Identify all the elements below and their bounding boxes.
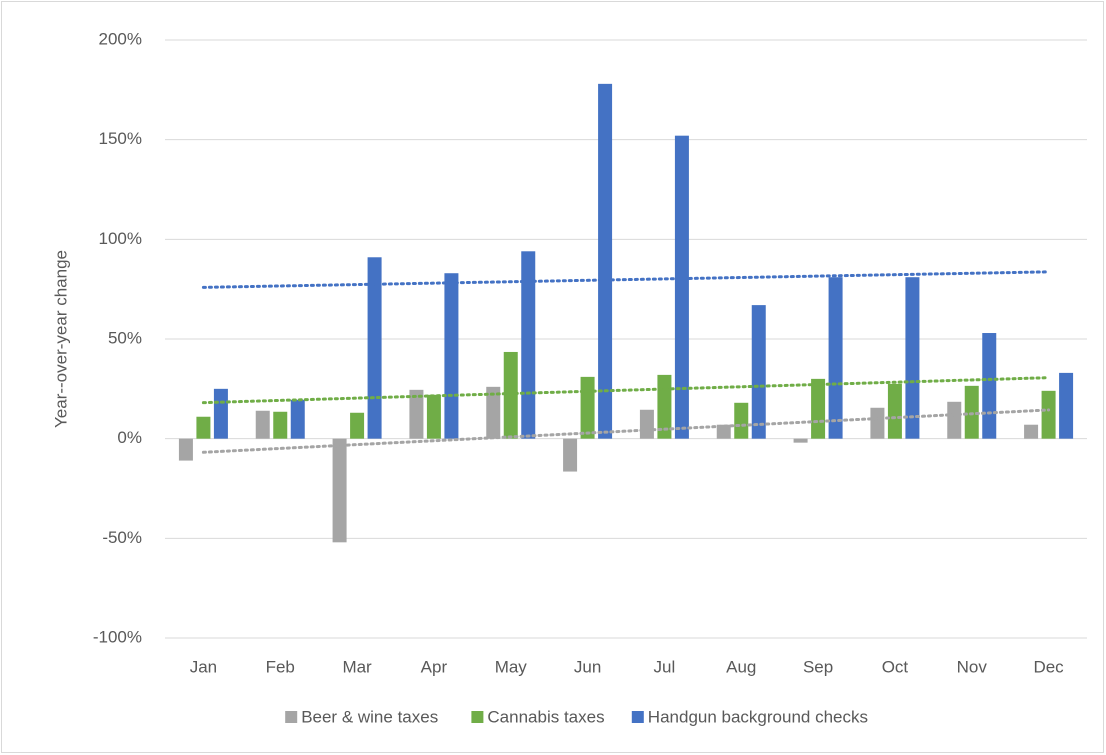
bar — [657, 374, 672, 439]
bar — [486, 386, 501, 439]
bar — [1059, 372, 1074, 439]
bar — [905, 277, 920, 439]
bar — [409, 389, 424, 439]
x-tick-label: Aug — [726, 657, 756, 676]
x-tick-label: Sep — [803, 657, 833, 676]
x-tick-label: May — [495, 657, 528, 676]
y-tick-label: 200% — [99, 29, 142, 48]
legend-swatch — [285, 711, 298, 723]
bar — [982, 333, 997, 439]
legend-label: Beer & wine taxes — [301, 707, 438, 726]
bar — [213, 388, 228, 439]
trendline — [201, 408, 1051, 454]
bar — [290, 399, 305, 439]
legend-label: Handgun background checks — [648, 707, 868, 726]
x-tick-label: Dec — [1033, 657, 1064, 676]
legend-swatch — [631, 711, 644, 723]
bar — [751, 305, 766, 439]
y-tick-label: -100% — [93, 627, 142, 646]
bar — [598, 83, 613, 439]
trendline — [201, 376, 1051, 405]
x-tick-label: Oct — [882, 657, 909, 676]
bar — [580, 376, 595, 439]
bar — [196, 416, 211, 439]
bar — [1041, 390, 1056, 439]
bar — [734, 402, 749, 439]
x-tick-label: Jul — [654, 657, 676, 676]
bar — [426, 394, 441, 439]
trendline — [201, 270, 1051, 289]
x-tick-label: Feb — [266, 657, 295, 676]
bar — [674, 135, 689, 439]
bar — [870, 407, 885, 439]
bar — [332, 438, 347, 543]
bar — [964, 385, 979, 439]
bar — [811, 378, 826, 439]
x-tick-label: Mar — [342, 657, 372, 676]
bar — [828, 277, 843, 439]
bar — [639, 409, 654, 439]
y-tick-label: -50% — [102, 528, 142, 547]
legend-swatch — [471, 711, 484, 723]
y-axis-label: Year--over-year change — [51, 250, 70, 428]
bar — [273, 411, 288, 439]
bar — [1024, 424, 1039, 439]
bar — [503, 351, 518, 439]
bar — [793, 438, 808, 443]
x-tick-label: Apr — [421, 657, 448, 676]
y-tick-label: 100% — [99, 229, 142, 248]
bar — [367, 257, 382, 439]
bar — [563, 438, 578, 472]
x-tick-label: Nov — [957, 657, 988, 676]
x-tick-label: Jun — [574, 657, 601, 676]
bar — [178, 438, 193, 461]
y-tick-label: 50% — [108, 328, 142, 347]
bar — [255, 410, 270, 439]
x-tick-label: Jan — [190, 657, 217, 676]
bar — [716, 424, 731, 439]
bar — [444, 273, 459, 439]
legend-label: Cannabis taxes — [487, 707, 604, 726]
bar — [887, 383, 902, 439]
bar — [521, 251, 536, 439]
y-tick-label: 150% — [99, 129, 142, 148]
bar — [350, 412, 365, 439]
bar — [947, 401, 962, 439]
y-tick-label: 0% — [117, 428, 142, 447]
